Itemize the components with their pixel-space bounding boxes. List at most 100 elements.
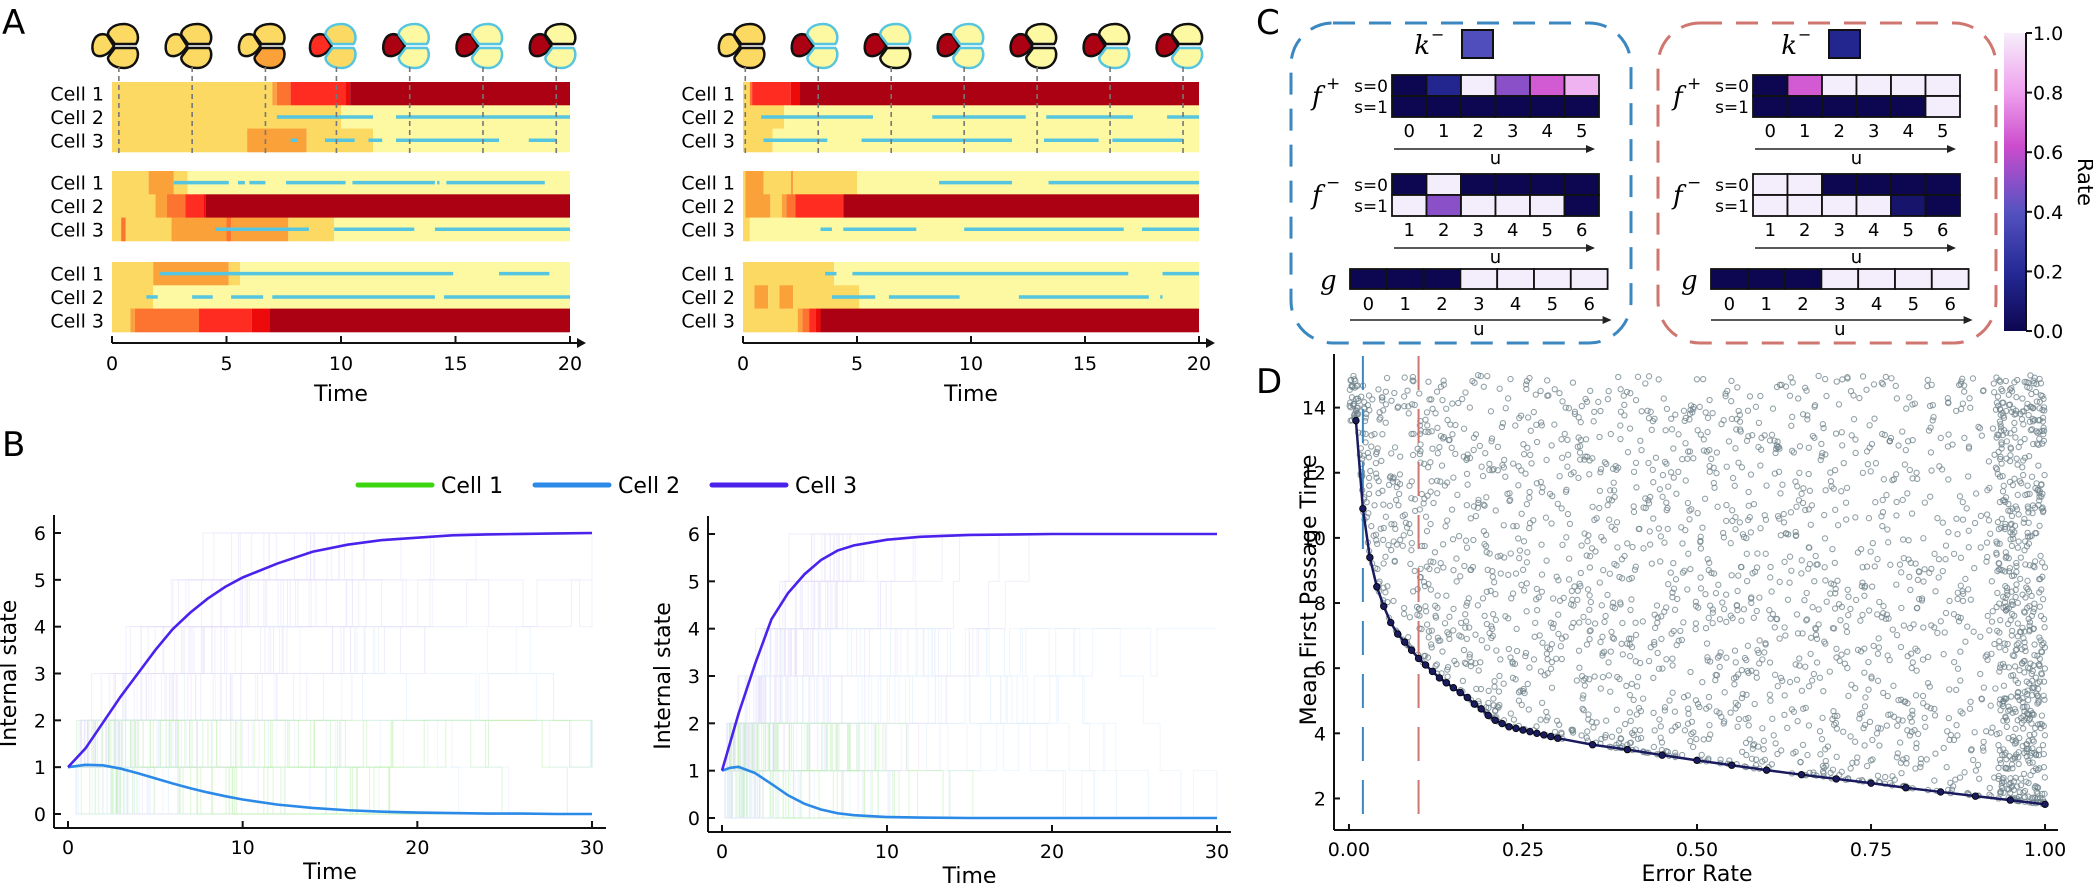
scatter-point (2002, 594, 2009, 602)
scatter-point (1538, 699, 1546, 707)
scatter-point (1986, 484, 1993, 491)
rate-cell (1563, 173, 1600, 196)
x-tick-label: 0.75 (1850, 839, 1892, 861)
trajectory-path (68, 532, 408, 768)
scatter-point (1906, 732, 1914, 739)
scatter-point (1719, 599, 1726, 606)
scatter-point (1922, 723, 1929, 730)
scatter-point (1654, 614, 1661, 621)
scatter-point (1539, 639, 1546, 646)
scatter-point (2026, 562, 2033, 569)
trajectory-path (68, 766, 318, 815)
scatter-point (1368, 432, 1375, 439)
trajectory-path (722, 533, 936, 772)
scatter-point (1904, 700, 1911, 707)
scatter-point (1599, 650, 1606, 657)
scatter-point (1854, 646, 1862, 654)
trajectory-path (722, 533, 880, 772)
cell-row-label: Cell 2 (681, 107, 735, 129)
scatter-point (1755, 743, 1762, 750)
trajectory-path (68, 766, 257, 815)
scatter-point (1762, 516, 1770, 523)
scatter-point (1702, 409, 1709, 416)
scatter-point (1813, 635, 1821, 643)
scatter-point (1589, 503, 1596, 510)
scatter-point (1461, 562, 1468, 570)
scatter-point (2026, 715, 2034, 722)
scatter-point (1936, 463, 1943, 470)
scatter-point (1692, 625, 1699, 633)
scatter-point (1847, 387, 1855, 395)
trajectory-path (68, 532, 447, 768)
scatter-point (1802, 506, 1809, 514)
scatter-point (1555, 611, 1562, 618)
scatter-point (2009, 765, 2016, 772)
x-tick-label: 10 (329, 353, 353, 375)
scatter-point (1827, 478, 1835, 485)
scatter-point (1600, 566, 1607, 574)
scatter-point (1382, 388, 1390, 395)
scatter-point (1756, 637, 1763, 644)
u-tick-label: 1 (1760, 294, 1771, 315)
scatter-point (1940, 651, 1947, 658)
scatter-point (1869, 539, 1876, 547)
scatter-point (2040, 678, 2048, 685)
scatter-point (1380, 524, 1387, 532)
scatter-point (1582, 453, 1589, 460)
rate-cell (1425, 173, 1462, 196)
scatter-point (1888, 375, 1895, 382)
scatter-point (1651, 611, 1658, 618)
scatter-point (1631, 566, 1639, 573)
scatter-point (1516, 547, 1524, 554)
scatter-point (1496, 385, 1503, 392)
scatter-point (1998, 386, 2005, 393)
scatter-point (1995, 525, 2003, 533)
scatter-point (1606, 516, 1613, 523)
scatter-point (1428, 428, 1435, 435)
scatter-point (1899, 717, 1906, 724)
scatter-point (1622, 720, 1629, 728)
scatter-point (1931, 777, 1938, 784)
scatter-point (1735, 671, 1742, 678)
scatter-point (2012, 593, 2019, 601)
scatter-point (1871, 563, 1878, 570)
scatter-point (1647, 408, 1654, 415)
scatter-point (1821, 375, 1829, 383)
trajectory-path (68, 532, 540, 815)
scatter-point (2041, 564, 2049, 571)
scatter-point (2029, 685, 2036, 692)
scatter-point (1950, 736, 1958, 744)
scatter-point (1669, 589, 1676, 596)
scatter-point (2038, 648, 2045, 655)
scatter-point (1609, 599, 1617, 606)
scatter-point (1502, 473, 1509, 480)
scatter-point (2017, 775, 2025, 782)
scatter-point (1865, 686, 1872, 693)
pareto-point (2006, 796, 2014, 804)
scatter-point (1965, 544, 1972, 551)
scatter-point (1571, 408, 1579, 415)
scatter-point (1986, 627, 1993, 634)
scatter-point (1365, 474, 1373, 482)
trajectory-path (722, 533, 981, 772)
scatter-point (1943, 764, 1950, 771)
scatter-point (1963, 505, 1970, 512)
scatter-point (1874, 650, 1882, 657)
scatter-point (1475, 496, 1482, 503)
scatter-point (1457, 573, 1464, 580)
scatter-point (1375, 477, 1382, 485)
u-tick-label: 6 (1944, 294, 1955, 315)
scatter-point (1502, 613, 1509, 620)
scatter-point (1978, 432, 1985, 439)
scatter-point (2013, 783, 2021, 790)
row-label-s1: s=1 (1354, 98, 1388, 118)
scatter-point (1682, 477, 1689, 484)
scatter-point (1914, 730, 1922, 738)
scatter-point (2026, 602, 2033, 610)
cell-row-label: Cell 2 (681, 287, 735, 309)
scatter-point (1872, 499, 1879, 506)
trajectory-path (722, 533, 976, 772)
scatter-point (1522, 470, 1529, 477)
scatter-point (1658, 635, 1665, 643)
